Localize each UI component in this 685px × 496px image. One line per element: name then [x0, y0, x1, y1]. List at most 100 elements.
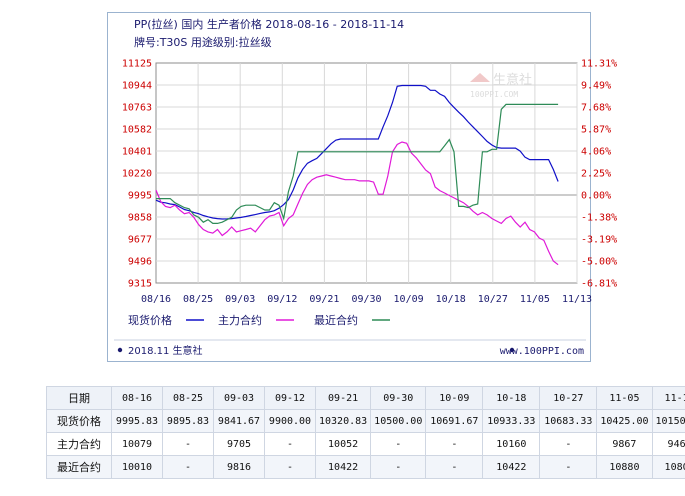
x-tick-label: 11/13 [562, 294, 592, 305]
table-header-cell: 10-18 [482, 386, 541, 410]
y-left-tick-label: 10944 [122, 81, 152, 92]
y-right-tick-label: 11.31% [581, 59, 617, 70]
x-tick-label: 08/25 [183, 294, 213, 305]
series-line-1 [155, 84, 559, 220]
table-cell: 10425.00 [596, 409, 653, 433]
table-header-row: 日期 08-16 08-25 09-03 09-12 09-21 09-30 10-09 10-… [46, 386, 685, 410]
series-line-3 [156, 103, 559, 224]
table-cell: 10500.00 [370, 409, 427, 433]
y-right-tick-label: 0.00% [581, 191, 611, 202]
y-right-tick-label: -3.19% [581, 235, 617, 246]
table-header-cell: 09-21 [314, 386, 372, 410]
table-header-cell: 10-09 [425, 386, 484, 410]
table-cell: 9900.00 [264, 409, 316, 433]
line-chart: 11125 11.31% 10944 9.49% 10763 7.68% 10582 5.87… [114, 59, 617, 357]
legend-label-3: 最近合约 [314, 313, 358, 327]
table-header-cell: 10-27 [539, 386, 598, 410]
y-left-tick-label: 9677 [128, 235, 152, 246]
data-table: 日期 08-16 08-25 09-03 09-12 09-21 09-30 10-09 10-… [46, 386, 685, 479]
x-tick-label: 09/12 [267, 294, 297, 305]
y-left-tick-label: 10582 [122, 125, 152, 136]
legend-label-2: 主力合约 [218, 313, 262, 327]
table-header-cell: 09-30 [370, 386, 427, 410]
footer-bullet-left [117, 347, 123, 353]
watermark-logo [470, 73, 490, 82]
y-right-tick-label: -1.38% [581, 213, 617, 224]
table-cell: 10880 [596, 455, 653, 479]
table-cell: 10933.33 [482, 409, 541, 433]
table-cell: - [539, 455, 598, 479]
x-tick-label: 10/18 [436, 294, 466, 305]
table-cell: - [162, 455, 214, 479]
series-line-2 [155, 141, 559, 266]
legend-label-1: 现货价格 [128, 313, 172, 327]
x-tick-label: 11/05 [520, 294, 550, 305]
y-right-tick-label: 9.49% [581, 81, 611, 92]
x-tick-label: 10/27 [478, 294, 508, 305]
y-left-tick-label: 10763 [122, 103, 152, 114]
table-header-cell: 09-03 [213, 386, 265, 410]
y-left-tick-label: 9858 [128, 213, 152, 224]
table-cell: 10422 [482, 455, 541, 479]
footer-left-text: 2018.11 生意社 [128, 344, 203, 357]
footer-right-text: www.100PPI.com [500, 346, 584, 357]
table-cell: 10691.67 [425, 409, 484, 433]
table-header-cell: 日期 [46, 386, 112, 410]
table-cell: - [370, 455, 427, 479]
table-cell: 10160 [482, 432, 541, 456]
y-left-tick-label: 9315 [128, 279, 152, 290]
table-cell: - [425, 455, 484, 479]
table-cell: 9867 [596, 432, 653, 456]
table-cell: - [264, 455, 316, 479]
table-cell: 9705 [213, 432, 265, 456]
table-cell: - [539, 432, 598, 456]
table-cell: 10422 [314, 455, 372, 479]
y-right-tick-label: 4.06% [581, 147, 611, 158]
table-cell: - [370, 432, 427, 456]
table-cell: 9466 [651, 432, 685, 456]
x-tick-label: 09/03 [225, 294, 255, 305]
table-cell: 9895.83 [162, 409, 214, 433]
x-tick-label: 09/21 [309, 294, 339, 305]
table-cell: 10150.00 [651, 409, 685, 433]
table-header-cell: 08-16 [111, 386, 163, 410]
table-header-cell: 09-12 [264, 386, 316, 410]
table-cell: 10010 [111, 455, 163, 479]
y-left-tick-label: 9496 [128, 257, 152, 268]
table-cell: 9816 [213, 455, 265, 479]
chart-subtitle: 牌号:T30S 用途级别:拉丝级 [134, 36, 272, 49]
x-tick-label: 10/09 [394, 294, 424, 305]
chart-title: PP(拉丝) 国内 生产者价格 2018-08-16 - 2018-11-14 [134, 18, 405, 31]
x-tick-label: 09/30 [351, 294, 381, 305]
table-cell: 9995.83 [111, 409, 163, 433]
table-cell: 10683.33 [539, 409, 598, 433]
y-left-tick-label: 10220 [122, 169, 152, 180]
table-cell: 主力合约 [46, 432, 112, 456]
table-header-cell: 11-13 [651, 386, 685, 410]
y-left-tick-label: 9995 [128, 191, 152, 202]
y-right-tick-label: -5.00% [581, 257, 617, 268]
table-header-cell: 11-05 [596, 386, 653, 410]
x-tick-label: 08/16 [141, 294, 171, 305]
table-row: 现货价格 9995.83 9895.83 9841.67 9900.00 10320.83… [46, 409, 685, 433]
y-right-tick-label: 2.25% [581, 169, 611, 180]
watermark-brand: 生意社 [493, 72, 532, 88]
table-cell: 现货价格 [46, 409, 112, 433]
table-cell: 10079 [111, 432, 163, 456]
table-header-cell: 08-25 [162, 386, 214, 410]
y-right-tick-label: 7.68% [581, 103, 611, 114]
table-cell: 10052 [314, 432, 372, 456]
y-left-tick-label: 11125 [122, 59, 152, 70]
table-cell: - [162, 432, 214, 456]
table-cell: 10803 [651, 455, 685, 479]
footer-bullet-right [509, 347, 515, 353]
y-left-tick-label: 10401 [122, 147, 152, 158]
table-cell: - [264, 432, 316, 456]
table-cell: 9841.67 [213, 409, 265, 433]
y-right-tick-label: -6.81% [581, 279, 617, 290]
table-cell: 10320.83 [314, 409, 372, 433]
table-cell: - [425, 432, 484, 456]
table-cell: 最近合约 [46, 455, 112, 479]
